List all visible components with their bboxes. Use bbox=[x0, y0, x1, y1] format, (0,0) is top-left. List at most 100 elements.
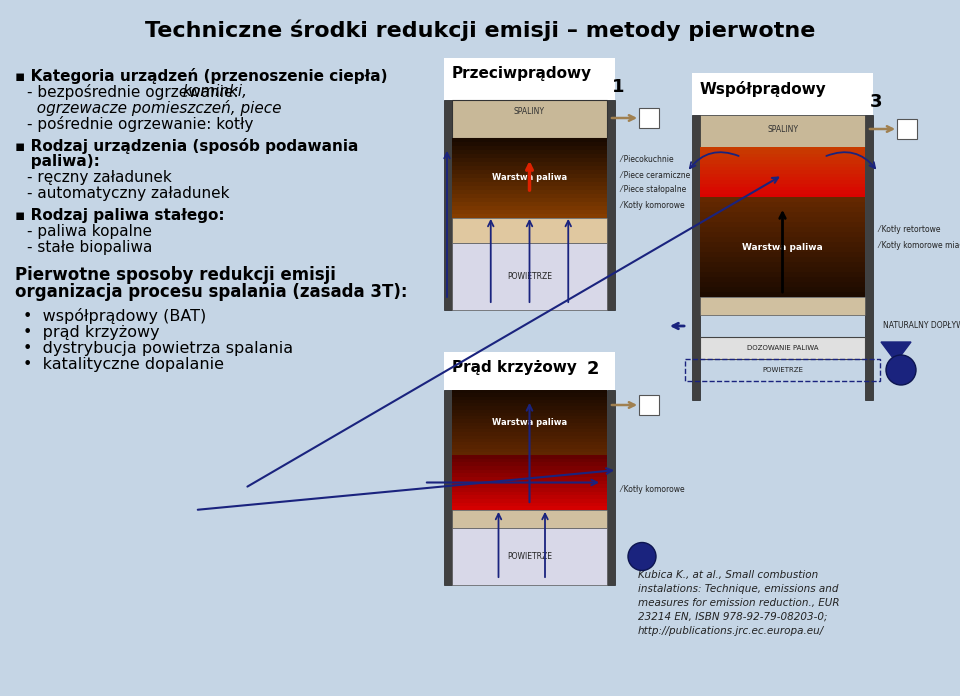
Bar bbox=[452, 146, 607, 150]
Text: - stałe biopaliwa: - stałe biopaliwa bbox=[27, 240, 153, 255]
Bar bbox=[700, 202, 865, 207]
Bar bbox=[700, 115, 865, 147]
Bar bbox=[452, 448, 607, 452]
Bar bbox=[700, 167, 865, 171]
Bar bbox=[607, 390, 615, 585]
Bar bbox=[444, 390, 452, 585]
Bar bbox=[452, 210, 607, 214]
Bar bbox=[700, 227, 865, 232]
Bar bbox=[700, 171, 865, 174]
Text: NATURALNY DOPŁYW: NATURALNY DOPŁYW bbox=[883, 320, 960, 329]
Text: POWIETRZE: POWIETRZE bbox=[507, 552, 552, 561]
Bar bbox=[452, 214, 607, 218]
Bar bbox=[452, 182, 607, 186]
Bar bbox=[452, 409, 607, 413]
Bar bbox=[452, 503, 607, 506]
Bar bbox=[700, 292, 865, 297]
Bar bbox=[700, 297, 865, 315]
Text: Kubica K., at al., Small combustion
instalations: Technique, emissions and
measu: Kubica K., at al., Small combustion inst… bbox=[638, 570, 840, 636]
Bar bbox=[452, 477, 607, 481]
Text: •  dystrybucja powietrza spalania: • dystrybucja powietrza spalania bbox=[23, 341, 293, 356]
Text: - paliwa kopalne: - paliwa kopalne bbox=[27, 224, 152, 239]
Bar bbox=[452, 154, 607, 158]
Bar bbox=[444, 100, 452, 310]
Bar bbox=[452, 416, 607, 419]
Bar bbox=[444, 58, 615, 100]
Bar bbox=[700, 164, 865, 167]
Bar bbox=[452, 413, 607, 416]
Bar bbox=[700, 212, 865, 217]
Bar bbox=[452, 419, 607, 422]
Bar bbox=[452, 243, 607, 310]
Text: ▪ Rodzaj urządzenia (sposób podawania: ▪ Rodzaj urządzenia (sposób podawania bbox=[15, 138, 358, 154]
Bar bbox=[700, 247, 865, 252]
Bar bbox=[452, 473, 607, 477]
Bar bbox=[607, 100, 615, 310]
Text: •  katalityczne dopalanie: • katalityczne dopalanie bbox=[23, 358, 224, 372]
Bar bbox=[452, 436, 607, 438]
Text: ogrzewacze pomieszczeń, piece: ogrzewacze pomieszczeń, piece bbox=[27, 100, 281, 116]
Bar bbox=[452, 528, 607, 585]
Bar bbox=[452, 190, 607, 194]
Text: ⁄ Kotły komorowe miałowe: ⁄ Kotły komorowe miałowe bbox=[878, 241, 960, 249]
Bar bbox=[452, 158, 607, 162]
Text: SPALINY: SPALINY bbox=[514, 107, 545, 116]
Bar bbox=[452, 466, 607, 470]
Bar bbox=[700, 193, 865, 197]
Bar bbox=[452, 138, 607, 218]
Text: Współprądowy: Współprądowy bbox=[700, 81, 827, 97]
Bar bbox=[700, 150, 865, 154]
Bar bbox=[700, 237, 865, 242]
Bar bbox=[700, 217, 865, 222]
Bar bbox=[452, 455, 607, 459]
Circle shape bbox=[628, 542, 656, 571]
Bar bbox=[700, 257, 865, 262]
Bar bbox=[452, 438, 607, 442]
Bar bbox=[700, 207, 865, 212]
Text: organizacja procesu spalania (zasada 3T):: organizacja procesu spalania (zasada 3T)… bbox=[15, 283, 407, 301]
Text: DOZOWANIE PALIWA: DOZOWANIE PALIWA bbox=[747, 345, 818, 351]
Bar bbox=[452, 162, 607, 166]
Bar bbox=[452, 499, 607, 503]
Bar bbox=[700, 190, 865, 193]
Bar bbox=[452, 218, 607, 243]
Bar bbox=[700, 174, 865, 177]
Text: ▪ Rodzaj paliwa stałego:: ▪ Rodzaj paliwa stałego: bbox=[15, 208, 225, 223]
Bar bbox=[639, 395, 659, 415]
Bar bbox=[452, 426, 607, 429]
Bar bbox=[452, 406, 607, 409]
Bar bbox=[452, 442, 607, 445]
Text: SPALINY: SPALINY bbox=[767, 125, 798, 134]
Bar bbox=[452, 403, 607, 406]
Text: Warstwa paliwa: Warstwa paliwa bbox=[742, 242, 823, 251]
Text: ⁄ Piece stałopalne: ⁄ Piece stałopalne bbox=[620, 186, 686, 194]
Bar bbox=[700, 232, 865, 237]
Text: - automatyczny załadunek: - automatyczny załadunek bbox=[27, 186, 229, 201]
Text: 2: 2 bbox=[587, 360, 599, 378]
Text: - bezpośrednie ogrzewanie:: - bezpośrednie ogrzewanie: bbox=[27, 84, 249, 100]
Bar bbox=[452, 506, 607, 510]
Text: kominki,: kominki, bbox=[182, 84, 247, 99]
Bar bbox=[452, 400, 607, 403]
Bar bbox=[452, 138, 607, 142]
Text: Pierwotne sposoby redukcji emisji: Pierwotne sposoby redukcji emisji bbox=[15, 266, 336, 284]
Bar bbox=[452, 452, 607, 455]
Text: Przeciwprądowy: Przeciwprądowy bbox=[452, 66, 592, 81]
Text: ⁄ Kotły komorowe: ⁄ Kotły komorowe bbox=[620, 200, 684, 209]
Text: 3: 3 bbox=[870, 93, 882, 111]
Circle shape bbox=[886, 355, 916, 385]
Bar bbox=[700, 197, 865, 202]
Bar bbox=[700, 282, 865, 287]
Bar bbox=[700, 184, 865, 187]
Bar bbox=[452, 150, 607, 154]
Text: Prąd krzyżowy: Prąd krzyżowy bbox=[452, 360, 577, 375]
Bar bbox=[452, 170, 607, 174]
Bar bbox=[700, 277, 865, 282]
Text: - ręczny załadunek: - ręczny załadunek bbox=[27, 170, 172, 185]
Text: •  prąd krzyżowy: • prąd krzyżowy bbox=[23, 324, 159, 340]
Text: ▪ Kategoria urządzeń (przenoszenie ciepła): ▪ Kategoria urządzeń (przenoszenie ciepł… bbox=[15, 68, 388, 84]
Text: POWIETRZE: POWIETRZE bbox=[762, 367, 803, 373]
Bar bbox=[700, 160, 865, 164]
Bar bbox=[452, 206, 607, 210]
Text: ⁄ Kotły komorowe: ⁄ Kotły komorowe bbox=[620, 486, 684, 494]
